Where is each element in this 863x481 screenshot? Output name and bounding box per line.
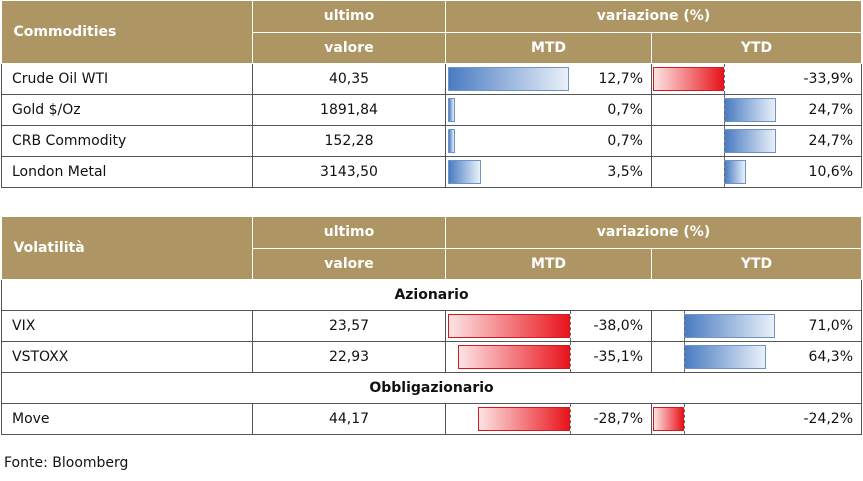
commodities-table: Commodities ultimo variazione (%) valore… bbox=[1, 1, 863, 188]
volatility-bond-body: Move 44,17 -28,7% -24,2% bbox=[1, 402, 863, 435]
ytd-value: 71,0% bbox=[808, 317, 854, 334]
mtd-bar bbox=[448, 159, 482, 184]
ytd-cell: -24,2% bbox=[650, 402, 863, 435]
ytd-cell: 10,6% bbox=[650, 155, 863, 188]
ytd-zero-line bbox=[684, 403, 685, 434]
mtd-cell: -28,7% bbox=[445, 402, 652, 435]
ytd-value: -33,9% bbox=[803, 70, 854, 87]
ytd-cell: 71,0% bbox=[650, 309, 863, 342]
mtd-cell: 0,7% bbox=[445, 93, 652, 126]
ytd-zero-line bbox=[684, 341, 685, 372]
col-change-label: variazione (%) bbox=[445, 217, 863, 249]
col-ytd-label: YTD bbox=[651, 248, 863, 280]
mtd-cell: 3,5% bbox=[445, 155, 652, 188]
table-row: Crude Oil WTI 40,35 12,7% -33,9% bbox=[1, 62, 863, 95]
row-name: Gold $/Oz bbox=[1, 93, 253, 126]
mtd-zero-line bbox=[570, 310, 571, 341]
ytd-value: 64,3% bbox=[808, 348, 854, 365]
commodities-title: Commodities bbox=[1, 1, 253, 64]
mtd-value: 12,7% bbox=[598, 70, 643, 87]
row-last-value: 40,35 bbox=[252, 62, 446, 95]
col-mtd-label: MTD bbox=[445, 32, 652, 64]
mtd-bar bbox=[448, 66, 569, 91]
row-name: Crude Oil WTI bbox=[1, 62, 253, 95]
table-row: VSTOXX 22,93 -35,1% 64,3% bbox=[1, 340, 863, 373]
row-name: CRB Commodity bbox=[1, 124, 253, 157]
mtd-value: -28,7% bbox=[593, 410, 643, 427]
mtd-bar bbox=[448, 128, 455, 153]
volatility-title: Volatilità bbox=[1, 217, 253, 280]
section-equity-label: Azionario bbox=[0, 278, 863, 311]
section-row-equity: Azionario bbox=[0, 278, 863, 311]
row-name: Move bbox=[1, 402, 253, 435]
commodities-header-row-2: valore MTD YTD bbox=[2, 32, 863, 64]
ytd-cell: -33,9% bbox=[650, 62, 863, 95]
ytd-zero-line bbox=[724, 125, 725, 156]
ytd-bar bbox=[724, 159, 747, 184]
table-row: VIX 23,57 -38,0% 71,0% bbox=[1, 309, 863, 342]
col-last-label-1: ultimo bbox=[252, 1, 446, 33]
ytd-zero-line bbox=[724, 94, 725, 125]
volatility-equity-body: VIX 23,57 -38,0% 71,0% VSTOXX 22,93 -35,1% 64,3… bbox=[1, 309, 863, 373]
ytd-zero-line bbox=[724, 156, 725, 187]
mtd-cell: 0,7% bbox=[445, 124, 652, 157]
mtd-value: 3,5% bbox=[607, 163, 643, 180]
table-row: CRB Commodity 152,28 0,7% 24,7% bbox=[1, 124, 863, 157]
row-last-value: 1891,84 bbox=[252, 93, 446, 126]
ytd-value: 24,7% bbox=[808, 101, 854, 118]
ytd-bar bbox=[652, 66, 724, 91]
row-name: London Metal bbox=[1, 155, 253, 188]
volatility-header-row-2: valore MTD YTD bbox=[2, 248, 863, 280]
ytd-bar bbox=[653, 406, 684, 431]
row-last-value: 44,17 bbox=[252, 402, 446, 435]
mtd-cell: 12,7% bbox=[445, 62, 652, 95]
ytd-bar bbox=[684, 313, 775, 338]
mtd-cell: -38,0% bbox=[445, 309, 652, 342]
mtd-zero-line bbox=[570, 403, 571, 434]
row-last-value: 22,93 bbox=[252, 340, 446, 373]
mtd-cell: -35,1% bbox=[445, 340, 652, 373]
ytd-bar bbox=[724, 97, 776, 122]
table-row: London Metal 3143,50 3,5% 10,6% bbox=[1, 155, 863, 188]
ytd-value: 10,6% bbox=[808, 163, 854, 180]
ytd-cell: 24,7% bbox=[650, 124, 863, 157]
mtd-bar bbox=[448, 313, 570, 338]
commodities-header-row-1: Commodities ultimo variazione (%) bbox=[1, 1, 863, 64]
mtd-value: 0,7% bbox=[607, 101, 643, 118]
mtd-value: 0,7% bbox=[607, 132, 643, 149]
row-name: VSTOXX bbox=[1, 340, 253, 373]
row-last-value: 23,57 bbox=[252, 309, 446, 342]
col-mtd-label: MTD bbox=[445, 248, 652, 280]
ytd-bar bbox=[684, 344, 767, 369]
col-change-label: variazione (%) bbox=[445, 1, 863, 33]
table-row: Gold $/Oz 1891,84 0,7% 24,7% bbox=[1, 93, 863, 126]
col-last-label-1: ultimo bbox=[252, 217, 446, 249]
commodities-body: Crude Oil WTI 40,35 12,7% -33,9% Gold $/Oz 18… bbox=[1, 62, 863, 188]
ytd-value: 24,7% bbox=[808, 132, 854, 149]
col-last-label-2: valore bbox=[252, 248, 446, 280]
ytd-cell: 64,3% bbox=[650, 340, 863, 373]
mtd-bar bbox=[478, 406, 570, 431]
row-name: VIX bbox=[1, 309, 253, 342]
mtd-bar bbox=[448, 97, 455, 122]
mtd-value: -35,1% bbox=[593, 348, 643, 365]
source-note: Fonte: Bloomberg bbox=[4, 455, 129, 471]
section-row-bond: Obbligazionario bbox=[0, 371, 863, 404]
ytd-zero-line bbox=[684, 310, 685, 341]
row-last-value: 3143,50 bbox=[252, 155, 446, 188]
ytd-bar bbox=[724, 128, 776, 153]
ytd-cell: 24,7% bbox=[650, 93, 863, 126]
volatility-header-row-1: Volatilità ultimo variazione (%) bbox=[1, 217, 863, 280]
row-last-value: 152,28 bbox=[252, 124, 446, 157]
mtd-bar bbox=[457, 344, 570, 369]
col-ytd-label: YTD bbox=[651, 32, 863, 64]
ytd-zero-line bbox=[724, 63, 725, 94]
col-last-label-2: valore bbox=[252, 32, 446, 64]
mtd-value: -38,0% bbox=[593, 317, 643, 334]
volatility-table: Volatilità ultimo variazione (%) valore … bbox=[0, 217, 863, 435]
section-bond-label: Obbligazionario bbox=[0, 371, 863, 404]
table-row: Move 44,17 -28,7% -24,2% bbox=[1, 402, 863, 435]
mtd-zero-line bbox=[570, 341, 571, 372]
ytd-value: -24,2% bbox=[803, 410, 854, 427]
